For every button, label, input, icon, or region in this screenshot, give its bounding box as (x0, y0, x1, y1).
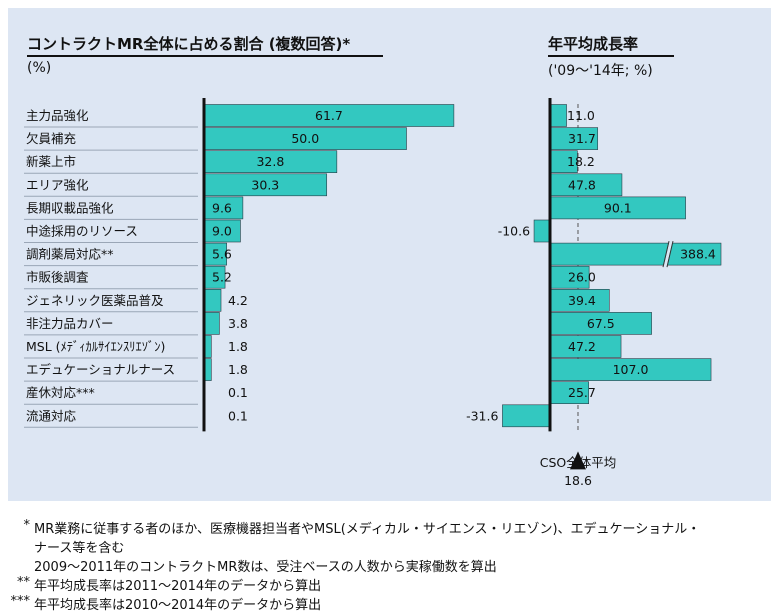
footnote-text: 年平均成長率は2010～2014年のデータから算出 (34, 598, 322, 613)
left-value-label: 4.2 (228, 293, 248, 308)
category-label: 中途採用のリソース (26, 224, 138, 239)
left-value-label: 1.8 (228, 339, 248, 354)
category-label: 非注力品カバー (26, 316, 114, 331)
right-bar (533, 219, 551, 243)
category-label: 調剤薬局対応** (26, 247, 114, 262)
left-value-label: 9.0 (212, 224, 232, 239)
right-value-label: 11.0 (567, 108, 595, 123)
left-value-label: 5.6 (212, 247, 232, 262)
footnote-text: 年平均成長率は2011～2014年のデータから算出 (34, 579, 322, 594)
footnote-text: MR業務に従事する者のほか、医療機器担当者やMSL(メディカル・サイエンス・リエ… (34, 522, 701, 537)
left-chart-title: コントラクトMR全体に占める割合 (複数回答)* (27, 35, 351, 53)
right-value-label: 388.4 (680, 247, 716, 262)
right-value-label: 18.2 (567, 154, 595, 169)
right-chart-title: 年平均成長率 (548, 35, 639, 53)
right-value-label: 39.4 (568, 293, 596, 308)
right-value-label: 31.7 (568, 131, 596, 146)
left-value-label: 0.1 (228, 408, 248, 423)
category-label: 主力品強化 (26, 108, 89, 123)
category-label: 新薬上市 (26, 154, 76, 169)
right-value-label: -31.6 (466, 408, 498, 423)
footnote-text: 2009～2011年のコントラクトMR数は、受注ベースの人数から実稼働数を算出 (34, 560, 497, 575)
category-label: 長期収載品強化 (26, 200, 114, 215)
right-value-label: 47.8 (568, 177, 596, 192)
category-label: MSL (ﾒﾃﾞｨｶﾙｻｲｴﾝｽﾘｴｿﾞﾝ) (26, 339, 165, 354)
axis-break-mark (666, 240, 674, 268)
right-value-label: -10.6 (498, 224, 530, 239)
left-value-label: 50.0 (291, 131, 319, 146)
left-bar (203, 288, 222, 312)
left-value-label: 3.8 (228, 316, 248, 331)
category-label: ジェネリック医薬品普及 (26, 293, 164, 308)
cso-average-value: 18.6 (564, 473, 592, 488)
left-value-label: 61.7 (315, 108, 343, 123)
right-value-label: 26.0 (568, 270, 596, 285)
right-unit-label: ('09～'14年; %) (548, 63, 653, 79)
left-title-underline (27, 55, 383, 57)
category-label: 欠員補充 (26, 131, 76, 146)
category-label: エデュケーショナルナース (26, 362, 175, 377)
right-value-label: 107.0 (613, 362, 649, 377)
footnote-text: ナース等を含む (34, 541, 125, 556)
right-bar (549, 104, 567, 127)
right-value-label: 90.1 (604, 200, 632, 215)
axis-break-mark (662, 240, 670, 268)
footnote-mark: *** (10, 594, 31, 609)
right-bar (502, 404, 551, 428)
category-label: 産休対応*** (26, 385, 95, 400)
category-label: エリア強化 (26, 177, 89, 192)
left-value-label: 1.8 (228, 362, 248, 377)
footnote-mark: * (23, 518, 31, 533)
axis-break-gap (663, 240, 673, 268)
right-title-underline (548, 55, 674, 57)
cso-average-marker (569, 451, 586, 470)
left-bar (203, 312, 220, 335)
left-unit-label: (%) (27, 60, 52, 76)
category-label: 流通対応 (26, 408, 77, 423)
footnote-mark: ** (17, 575, 30, 590)
left-value-label: 0.1 (228, 385, 248, 400)
left-value-label: 32.8 (256, 154, 284, 169)
right-value-label: 25.7 (568, 385, 596, 400)
left-value-label: 5.2 (212, 270, 232, 285)
right-value-label: 67.5 (587, 316, 615, 331)
left-value-label: 30.3 (251, 177, 279, 192)
cso-average-label: CSO全体平均 (540, 455, 617, 470)
right-value-label: 47.2 (568, 339, 596, 354)
left-value-label: 9.6 (212, 200, 232, 215)
category-label: 市販後調査 (26, 270, 89, 285)
